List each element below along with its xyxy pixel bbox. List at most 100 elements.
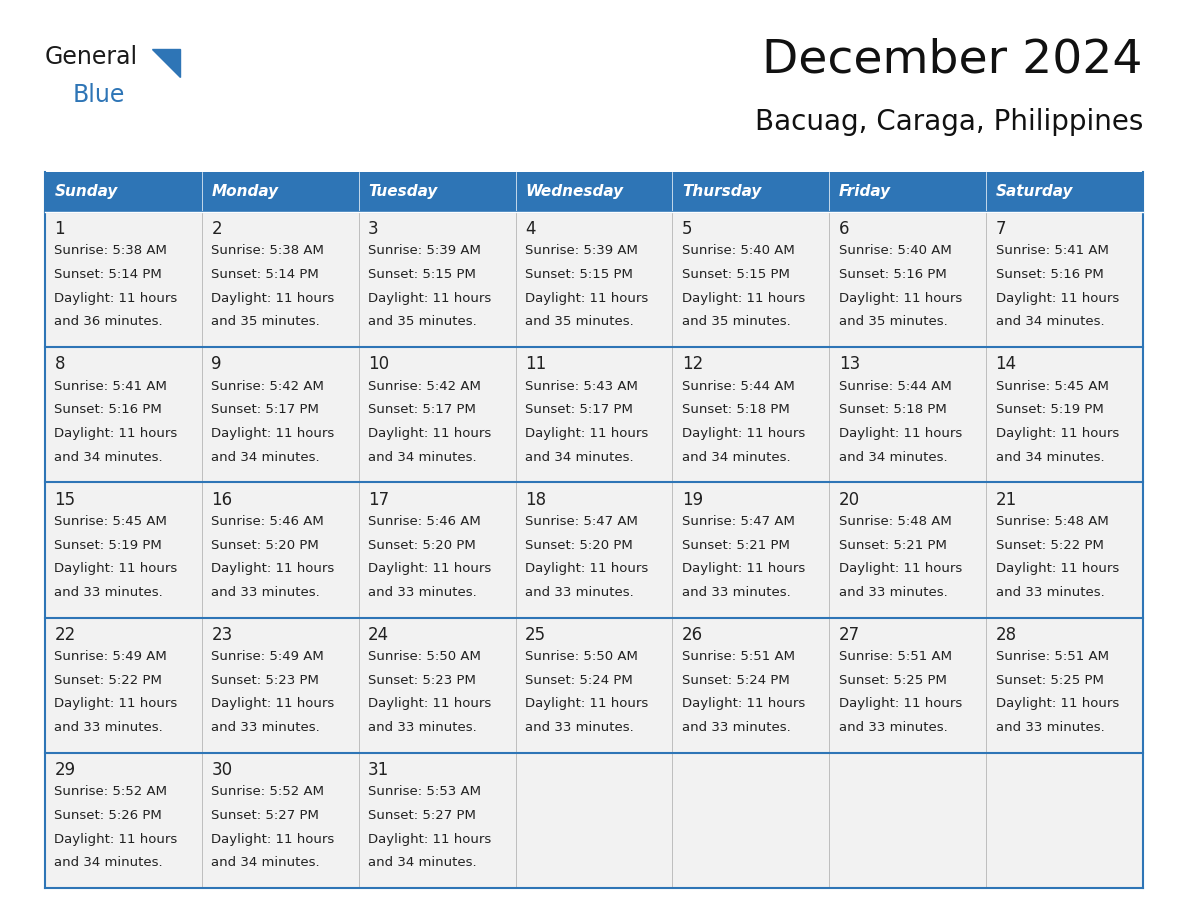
- Bar: [672, 482, 829, 618]
- Text: Daylight: 11 hours: Daylight: 11 hours: [525, 292, 649, 305]
- Bar: [45, 482, 202, 618]
- Text: Daylight: 11 hours: Daylight: 11 hours: [55, 292, 178, 305]
- Text: and 33 minutes.: and 33 minutes.: [525, 721, 633, 734]
- Bar: [516, 618, 672, 753]
- Text: Daylight: 11 hours: Daylight: 11 hours: [55, 562, 178, 576]
- Text: Sunset: 5:20 PM: Sunset: 5:20 PM: [368, 539, 476, 552]
- Bar: [986, 172, 1143, 212]
- Text: Sunrise: 5:49 AM: Sunrise: 5:49 AM: [55, 650, 168, 663]
- Text: and 34 minutes.: and 34 minutes.: [368, 856, 476, 869]
- Text: Saturday: Saturday: [996, 185, 1073, 199]
- Bar: [202, 347, 359, 482]
- Text: Sunset: 5:21 PM: Sunset: 5:21 PM: [839, 539, 947, 552]
- Bar: [202, 618, 359, 753]
- Text: and 33 minutes.: and 33 minutes.: [996, 586, 1105, 599]
- Text: and 34 minutes.: and 34 minutes.: [55, 451, 163, 464]
- Text: Sunset: 5:25 PM: Sunset: 5:25 PM: [996, 674, 1104, 687]
- Text: Sunset: 5:16 PM: Sunset: 5:16 PM: [55, 403, 162, 416]
- Text: Friday: Friday: [839, 185, 891, 199]
- Bar: [672, 347, 829, 482]
- Text: Sunset: 5:16 PM: Sunset: 5:16 PM: [996, 268, 1104, 281]
- Text: Sunset: 5:17 PM: Sunset: 5:17 PM: [211, 403, 320, 416]
- Text: Daylight: 11 hours: Daylight: 11 hours: [682, 427, 805, 440]
- Text: Sunset: 5:14 PM: Sunset: 5:14 PM: [211, 268, 320, 281]
- Text: Daylight: 11 hours: Daylight: 11 hours: [839, 427, 962, 440]
- Bar: [672, 618, 829, 753]
- Text: Sunset: 5:22 PM: Sunset: 5:22 PM: [55, 674, 163, 687]
- Text: Sunrise: 5:52 AM: Sunrise: 5:52 AM: [55, 785, 168, 799]
- Text: and 34 minutes.: and 34 minutes.: [211, 451, 320, 464]
- Text: Sunrise: 5:38 AM: Sunrise: 5:38 AM: [211, 244, 324, 257]
- Bar: [672, 212, 829, 347]
- Text: Daylight: 11 hours: Daylight: 11 hours: [211, 427, 335, 440]
- Text: Sunset: 5:16 PM: Sunset: 5:16 PM: [839, 268, 947, 281]
- Text: 28: 28: [996, 626, 1017, 644]
- Text: Daylight: 11 hours: Daylight: 11 hours: [839, 562, 962, 576]
- Text: Daylight: 11 hours: Daylight: 11 hours: [368, 292, 492, 305]
- Text: 20: 20: [839, 490, 860, 509]
- Text: Sunset: 5:25 PM: Sunset: 5:25 PM: [839, 674, 947, 687]
- Text: Daylight: 11 hours: Daylight: 11 hours: [525, 698, 649, 711]
- Text: and 33 minutes.: and 33 minutes.: [211, 721, 320, 734]
- Text: and 34 minutes.: and 34 minutes.: [682, 451, 790, 464]
- Bar: [359, 618, 516, 753]
- Text: 16: 16: [211, 490, 233, 509]
- Text: 23: 23: [211, 626, 233, 644]
- Text: and 36 minutes.: and 36 minutes.: [55, 316, 163, 329]
- Text: 1: 1: [55, 220, 65, 238]
- Text: Sunrise: 5:39 AM: Sunrise: 5:39 AM: [525, 244, 638, 257]
- Text: and 34 minutes.: and 34 minutes.: [996, 451, 1104, 464]
- Bar: [986, 753, 1143, 888]
- Text: Daylight: 11 hours: Daylight: 11 hours: [996, 562, 1119, 576]
- Bar: [202, 753, 359, 888]
- Text: Sunset: 5:20 PM: Sunset: 5:20 PM: [525, 539, 633, 552]
- Text: Daylight: 11 hours: Daylight: 11 hours: [368, 698, 492, 711]
- Text: Sunrise: 5:44 AM: Sunrise: 5:44 AM: [839, 380, 952, 393]
- Text: and 34 minutes.: and 34 minutes.: [211, 856, 320, 869]
- Text: 25: 25: [525, 626, 546, 644]
- Text: Sunrise: 5:51 AM: Sunrise: 5:51 AM: [996, 650, 1108, 663]
- Text: Daylight: 11 hours: Daylight: 11 hours: [682, 698, 805, 711]
- Text: Sunrise: 5:40 AM: Sunrise: 5:40 AM: [682, 244, 795, 257]
- Text: Sunrise: 5:46 AM: Sunrise: 5:46 AM: [368, 515, 481, 528]
- Text: and 34 minutes.: and 34 minutes.: [368, 451, 476, 464]
- Text: 3: 3: [368, 220, 379, 238]
- Bar: [986, 482, 1143, 618]
- Text: 2: 2: [211, 220, 222, 238]
- Text: 7: 7: [996, 220, 1006, 238]
- Text: Sunset: 5:19 PM: Sunset: 5:19 PM: [55, 539, 162, 552]
- Text: 14: 14: [996, 355, 1017, 374]
- Text: and 35 minutes.: and 35 minutes.: [682, 316, 790, 329]
- Bar: [45, 212, 202, 347]
- Text: Wednesday: Wednesday: [525, 185, 624, 199]
- Text: Sunset: 5:21 PM: Sunset: 5:21 PM: [682, 539, 790, 552]
- Bar: [986, 212, 1143, 347]
- Text: Thursday: Thursday: [682, 185, 762, 199]
- Bar: [829, 347, 986, 482]
- Text: Sunset: 5:23 PM: Sunset: 5:23 PM: [368, 674, 476, 687]
- Text: 10: 10: [368, 355, 390, 374]
- Text: 9: 9: [211, 355, 222, 374]
- Text: and 33 minutes.: and 33 minutes.: [839, 586, 948, 599]
- Text: Monday: Monday: [211, 185, 278, 199]
- Bar: [829, 753, 986, 888]
- Text: 8: 8: [55, 355, 65, 374]
- Bar: [672, 172, 829, 212]
- Text: Sunrise: 5:53 AM: Sunrise: 5:53 AM: [368, 785, 481, 799]
- Text: Daylight: 11 hours: Daylight: 11 hours: [368, 833, 492, 845]
- Text: Sunrise: 5:45 AM: Sunrise: 5:45 AM: [996, 380, 1108, 393]
- Text: Sunset: 5:22 PM: Sunset: 5:22 PM: [996, 539, 1104, 552]
- Text: 19: 19: [682, 490, 703, 509]
- Text: 5: 5: [682, 220, 693, 238]
- Text: Sunset: 5:15 PM: Sunset: 5:15 PM: [525, 268, 633, 281]
- Bar: [986, 618, 1143, 753]
- Bar: [45, 618, 202, 753]
- Text: Daylight: 11 hours: Daylight: 11 hours: [682, 292, 805, 305]
- Text: and 35 minutes.: and 35 minutes.: [525, 316, 633, 329]
- Bar: [359, 347, 516, 482]
- Text: Sunrise: 5:50 AM: Sunrise: 5:50 AM: [368, 650, 481, 663]
- Text: Daylight: 11 hours: Daylight: 11 hours: [839, 292, 962, 305]
- Bar: [829, 212, 986, 347]
- Text: Daylight: 11 hours: Daylight: 11 hours: [996, 292, 1119, 305]
- Text: and 33 minutes.: and 33 minutes.: [682, 721, 790, 734]
